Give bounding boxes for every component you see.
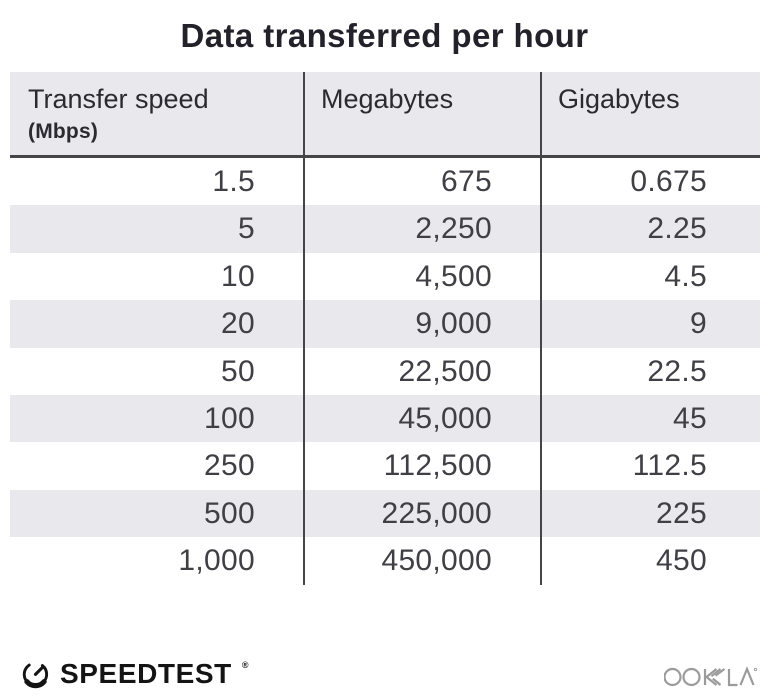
cell-gigabytes: 225 bbox=[540, 489, 760, 538]
cell-gigabytes: 9 bbox=[540, 300, 760, 348]
footer: SPEEDTEST ® bbox=[0, 646, 769, 698]
column-header-label: Gigabytes bbox=[558, 84, 680, 114]
cell-gigabytes: 0.675 bbox=[540, 158, 760, 206]
column-header-megabytes: Megabytes bbox=[303, 72, 540, 155]
cell-speed: 500 bbox=[204, 496, 255, 530]
table-row: 50 22,500 22.5 bbox=[10, 347, 760, 395]
cell-megabytes: 9,000 bbox=[303, 300, 540, 348]
cell-megabytes: 225,000 bbox=[303, 489, 540, 538]
table-row: 5 2,250 2.25 bbox=[10, 205, 760, 253]
speedtest-logo: SPEEDTEST ® bbox=[20, 658, 249, 689]
table-row: 500 225,000 225 bbox=[10, 489, 760, 538]
ookla-wordmark-logo bbox=[664, 666, 758, 687]
column-header-gigabytes: Gigabytes bbox=[540, 72, 760, 155]
cell-megabytes: 4,500 bbox=[303, 252, 540, 301]
table-header-row: Transfer speed (Mbps) Megabytes Gigabyte… bbox=[10, 72, 760, 158]
column-header-transfer-speed: Transfer speed (Mbps) bbox=[10, 72, 303, 155]
cell-speed: 250 bbox=[204, 449, 255, 483]
column-header-label: Transfer speed bbox=[28, 84, 209, 114]
table-row: 20 9,000 9 bbox=[10, 300, 760, 348]
cell-speed: 5 bbox=[238, 212, 255, 246]
cell-megabytes: 675 bbox=[303, 158, 540, 206]
table-row: 10 4,500 4.5 bbox=[10, 252, 760, 301]
cell-megabytes: 22,500 bbox=[303, 347, 540, 395]
cell-speed: 100 bbox=[204, 401, 255, 435]
table-row: 250 112,500 112.5 bbox=[10, 442, 760, 490]
table-row: 100 45,000 45 bbox=[10, 394, 760, 443]
cell-speed: 50 bbox=[221, 354, 255, 388]
table-body: 1.5 675 0.675 5 2,250 2.25 10 4,500 4.5 … bbox=[10, 158, 760, 585]
column-header-label: Megabytes bbox=[321, 84, 454, 114]
cell-megabytes: 2,250 bbox=[303, 205, 540, 253]
speedtest-wordmark: SPEEDTEST bbox=[60, 657, 232, 689]
cell-gigabytes: 2.25 bbox=[540, 205, 760, 253]
cell-gigabytes: 112.5 bbox=[540, 442, 760, 490]
cell-gigabytes: 45 bbox=[540, 394, 760, 443]
speedtest-gauge-icon bbox=[22, 663, 49, 689]
cell-gigabytes: 4.5 bbox=[540, 252, 760, 301]
table-row: 1.5 675 0.675 bbox=[10, 158, 760, 206]
page-title: Data transferred per hour bbox=[180, 17, 589, 54]
column-header-unit: (Mbps) bbox=[28, 120, 99, 144]
cell-gigabytes: 22.5 bbox=[540, 347, 760, 395]
registered-trademark-icon: ® bbox=[241, 660, 249, 670]
cell-speed: 20 bbox=[221, 307, 255, 341]
cell-speed: 1.5 bbox=[212, 165, 255, 198]
cell-megabytes: 112,500 bbox=[303, 442, 540, 490]
cell-gigabytes: 450 bbox=[540, 537, 760, 585]
cell-megabytes: 450,000 bbox=[303, 537, 540, 585]
cell-speed: 10 bbox=[221, 259, 255, 293]
cell-speed: 1,000 bbox=[178, 544, 255, 578]
cell-megabytes: 45,000 bbox=[303, 394, 540, 443]
data-table: Transfer speed (Mbps) Megabytes Gigabyte… bbox=[10, 72, 760, 585]
table-row: 1,000 450,000 450 bbox=[10, 537, 760, 585]
